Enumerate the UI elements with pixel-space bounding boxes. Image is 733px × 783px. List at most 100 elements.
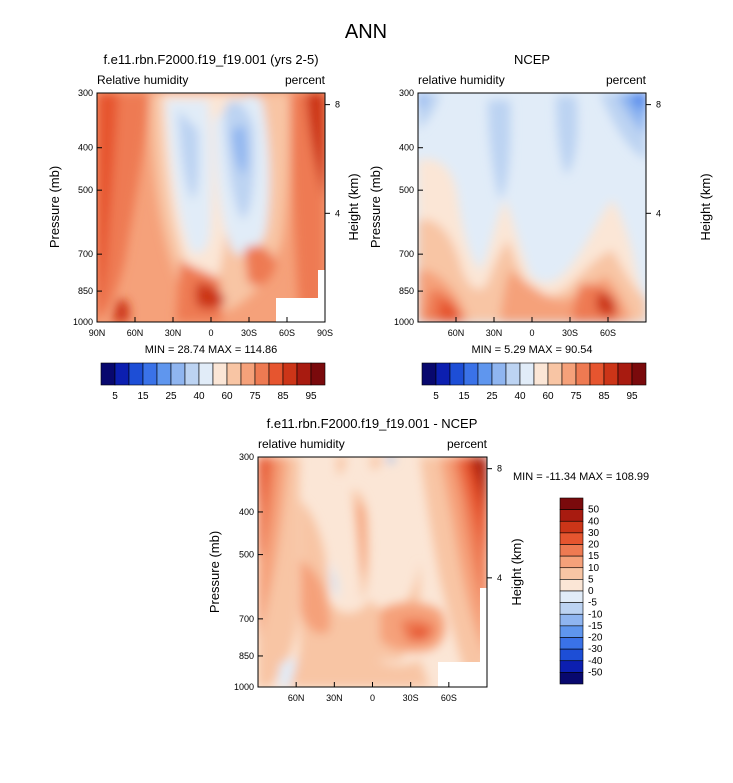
- colorbar-swatch: [491, 362, 507, 386]
- panel-ncep-title: NCEP: [514, 52, 550, 67]
- panel-model-stats: MIN = 28.74 MAX = 114.86: [145, 344, 277, 356]
- colorbar-label: 85: [277, 391, 289, 402]
- colorbar-swatch: [198, 362, 214, 386]
- colorbar-label: 40: [193, 391, 205, 402]
- y-tick-label: 300: [239, 452, 254, 462]
- y-tick-label: 300: [399, 88, 414, 98]
- panel-diff-ylabel-right: Height (km): [509, 538, 524, 605]
- colorbar-swatch: [559, 660, 584, 673]
- colorbar-label: -30: [588, 644, 603, 655]
- colorbar-swatch: [463, 362, 479, 386]
- colorbar-swatch: [226, 362, 242, 386]
- colorbar-swatch: [254, 362, 270, 386]
- y-right-tick-label: 8: [656, 100, 661, 110]
- x-tick-label: 30N: [165, 328, 182, 338]
- x-tick-label: 0: [370, 693, 375, 703]
- x-tick-label: 30S: [403, 693, 419, 703]
- y-tick-label: 700: [239, 614, 254, 624]
- panel-diff-field: [258, 457, 487, 687]
- y-tick-label: 400: [399, 143, 414, 153]
- x-tick-label: 60N: [288, 693, 305, 703]
- colorbar-label: -10: [588, 609, 603, 620]
- colorbar-label: 0: [588, 586, 594, 597]
- panel-ncep-right-label: percent: [606, 73, 647, 87]
- colorbar-swatch: [559, 509, 584, 522]
- y-tick-label: 300: [78, 88, 93, 98]
- panel-ncep-stats: MIN = 5.29 MAX = 90.54: [471, 344, 592, 356]
- colorbar-label: 5: [433, 391, 439, 402]
- colorbar-label: -50: [588, 667, 603, 678]
- x-tick-label: 30N: [326, 693, 343, 703]
- colorbar-label: 10: [588, 563, 600, 574]
- y-tick-label: 500: [399, 185, 414, 195]
- colorbar-model: 5 15 25 40 60 75 85 95: [100, 362, 326, 402]
- x-tick-label: 30S: [241, 328, 257, 338]
- x-tick-label: 0: [208, 328, 213, 338]
- colorbar-label: 30: [588, 528, 600, 539]
- colorbar-swatch: [435, 362, 451, 386]
- colorbar-label: 5: [112, 391, 118, 402]
- colorbar-swatch: [559, 672, 584, 685]
- colorbar-swatch: [212, 362, 228, 386]
- y-right-tick-label: 4: [497, 573, 502, 583]
- colorbar-label: -20: [588, 633, 603, 644]
- colorbar-swatch: [533, 362, 549, 386]
- y-tick-label: 850: [399, 286, 414, 296]
- colorbar-ncep: 5 15 25 40 60 75 85 95: [421, 362, 647, 402]
- colorbar-label: 40: [588, 516, 600, 527]
- y-tick-label: 1000: [394, 317, 414, 327]
- y-tick-label: 400: [78, 143, 93, 153]
- colorbar-swatch: [559, 648, 584, 662]
- panel-ncep-axes: 300 400 500 700 850 1000 8 4 60N 30N 0 30S 60S: [394, 88, 661, 338]
- colorbar-label: 15: [458, 391, 470, 402]
- panel-ncep: NCEP relative humidity percent: [368, 52, 713, 356]
- panel-diff-right-label: percent: [447, 437, 488, 451]
- colorbar-swatch: [184, 362, 200, 386]
- colorbar-swatch: [603, 362, 619, 386]
- colorbar-label: 25: [165, 391, 177, 402]
- y-tick-label: 850: [78, 286, 93, 296]
- y-right-tick-label: 8: [335, 100, 340, 110]
- colorbar-label: 75: [570, 391, 582, 402]
- colorbar-label: 20: [588, 540, 600, 551]
- panel-diff: f.e11.rbn.F2000.f19_f19.001 - NCEP relat…: [207, 416, 649, 703]
- colorbar-swatch: [505, 362, 521, 386]
- panel-ncep-ylabel: Pressure (mb): [368, 166, 383, 248]
- colorbar-swatch: [310, 362, 326, 386]
- colorbar-swatch: [559, 555, 584, 569]
- colorbar-label: 85: [598, 391, 610, 402]
- colorbar-swatch: [559, 613, 584, 627]
- panel-ncep-field: [418, 93, 646, 322]
- colorbar-swatch: [559, 497, 584, 510]
- colorbar-swatch: [559, 637, 584, 650]
- panel-ncep-left-label: relative humidity: [418, 73, 505, 87]
- colorbar-swatch: [128, 362, 144, 386]
- x-tick-label: 60S: [441, 693, 457, 703]
- colorbar-swatch: [114, 362, 130, 386]
- main-title: ANN: [345, 21, 387, 43]
- panel-model-ylabel-right: Height (km): [346, 173, 361, 240]
- y-right-tick-label: 8: [497, 464, 502, 474]
- panel-model-left-label: Relative humidity: [97, 73, 188, 87]
- colorbar-swatch: [268, 362, 284, 386]
- colorbar-swatch: [617, 362, 633, 386]
- x-tick-label: 60N: [127, 328, 144, 338]
- panel-model-axes: 300 400 500 700 850 1000 8 4 90N 60N 30N 0 30S 60S 90S: [73, 88, 340, 338]
- y-tick-label: 850: [239, 651, 254, 661]
- y-tick-label: 500: [239, 550, 254, 560]
- panel-model-field: [97, 93, 325, 322]
- x-tick-label: 60S: [279, 328, 295, 338]
- colorbar-swatch: [561, 362, 577, 386]
- colorbar-label: 75: [249, 391, 261, 402]
- colorbar-label: 15: [588, 551, 600, 562]
- colorbar-swatch: [296, 362, 312, 386]
- panel-ncep-ylabel-right: Height (km): [698, 173, 713, 240]
- x-tick-label: 30N: [486, 328, 503, 338]
- y-tick-label: 1000: [234, 682, 254, 692]
- colorbar-swatch: [559, 602, 584, 615]
- colorbar-swatch: [449, 362, 465, 386]
- colorbar-label: 25: [486, 391, 498, 402]
- panel-diff-axes: 300 400 500 700 850 1000 8 4 60N 30N 0 30S 60S: [234, 452, 502, 703]
- colorbar-swatch: [631, 362, 647, 386]
